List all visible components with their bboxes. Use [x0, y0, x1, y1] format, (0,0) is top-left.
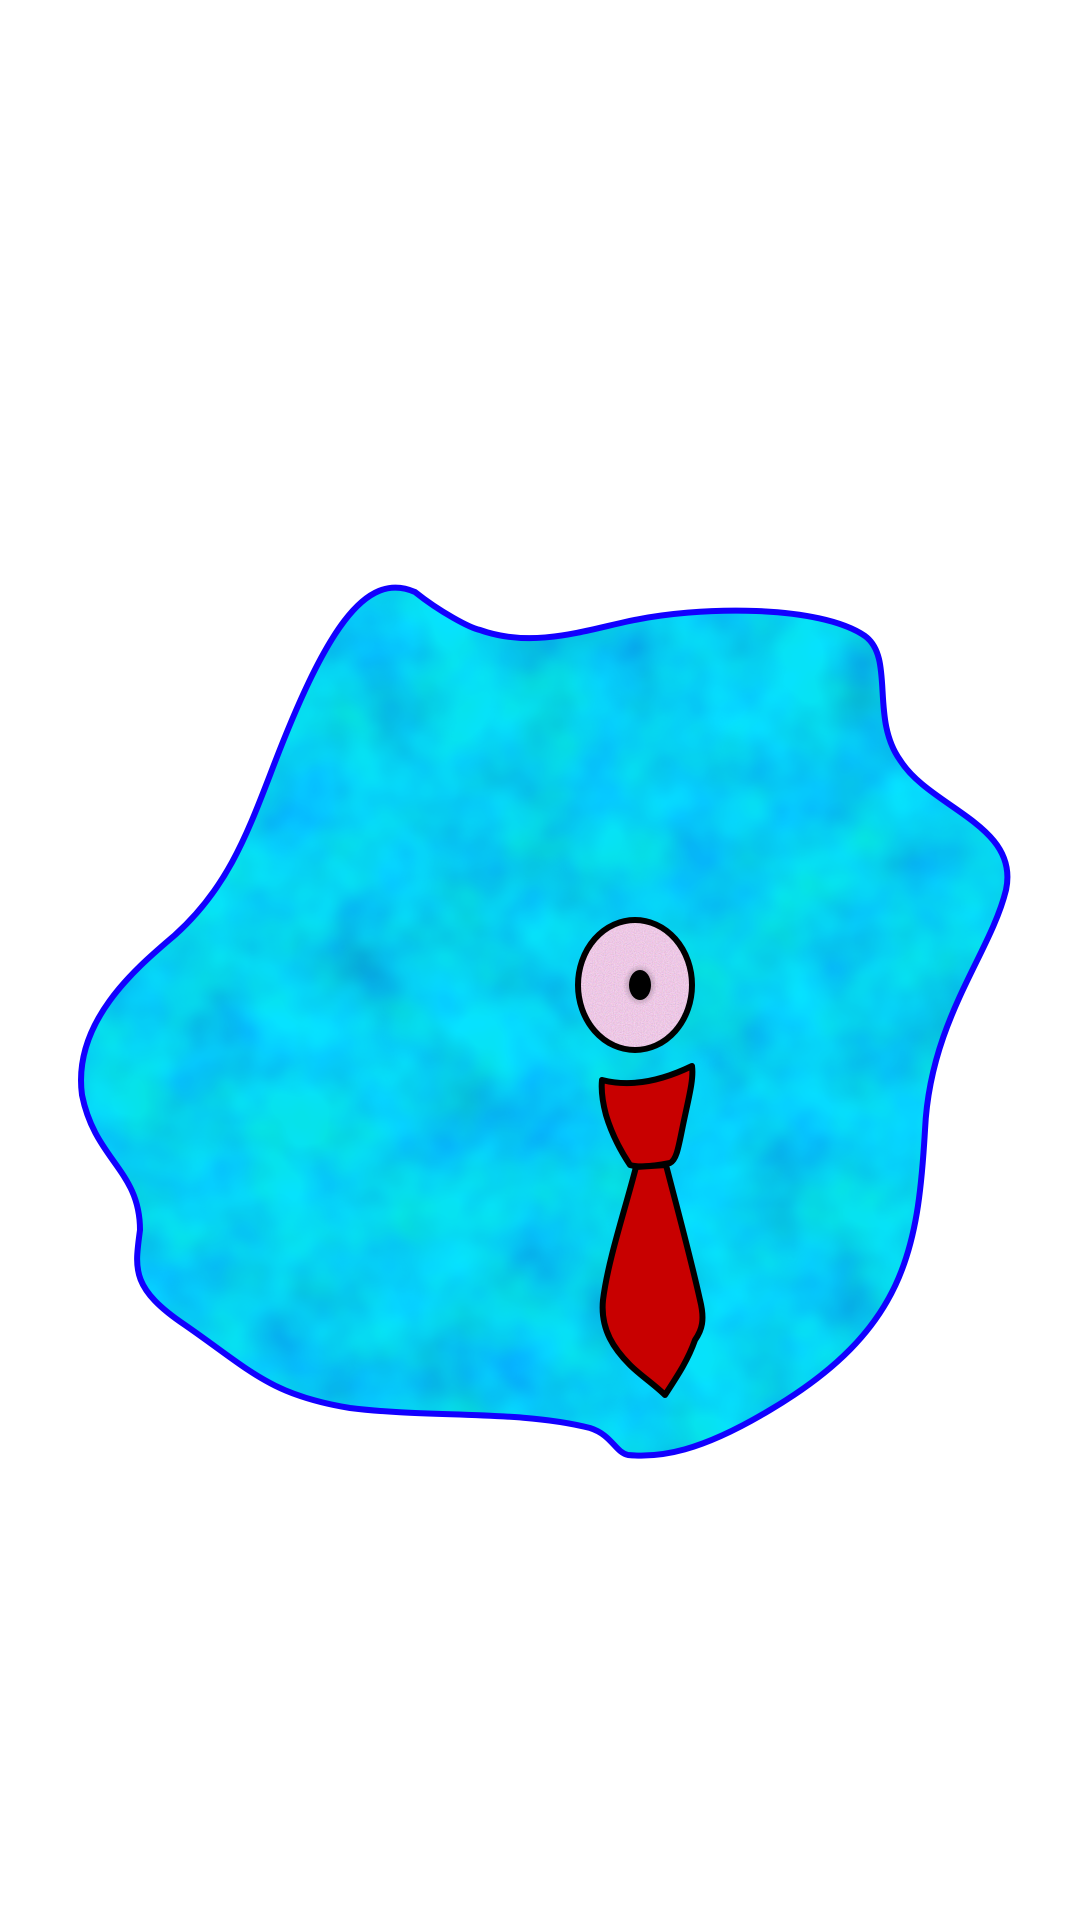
creature-necktie [598, 1063, 706, 1398]
necktie-blade [599, 1162, 706, 1398]
creature-body [78, 584, 1011, 1459]
creature-body-outline [78, 584, 1011, 1459]
necktie-knot [598, 1063, 696, 1170]
eye-outline [575, 917, 695, 1053]
creature-eye [575, 917, 695, 1053]
